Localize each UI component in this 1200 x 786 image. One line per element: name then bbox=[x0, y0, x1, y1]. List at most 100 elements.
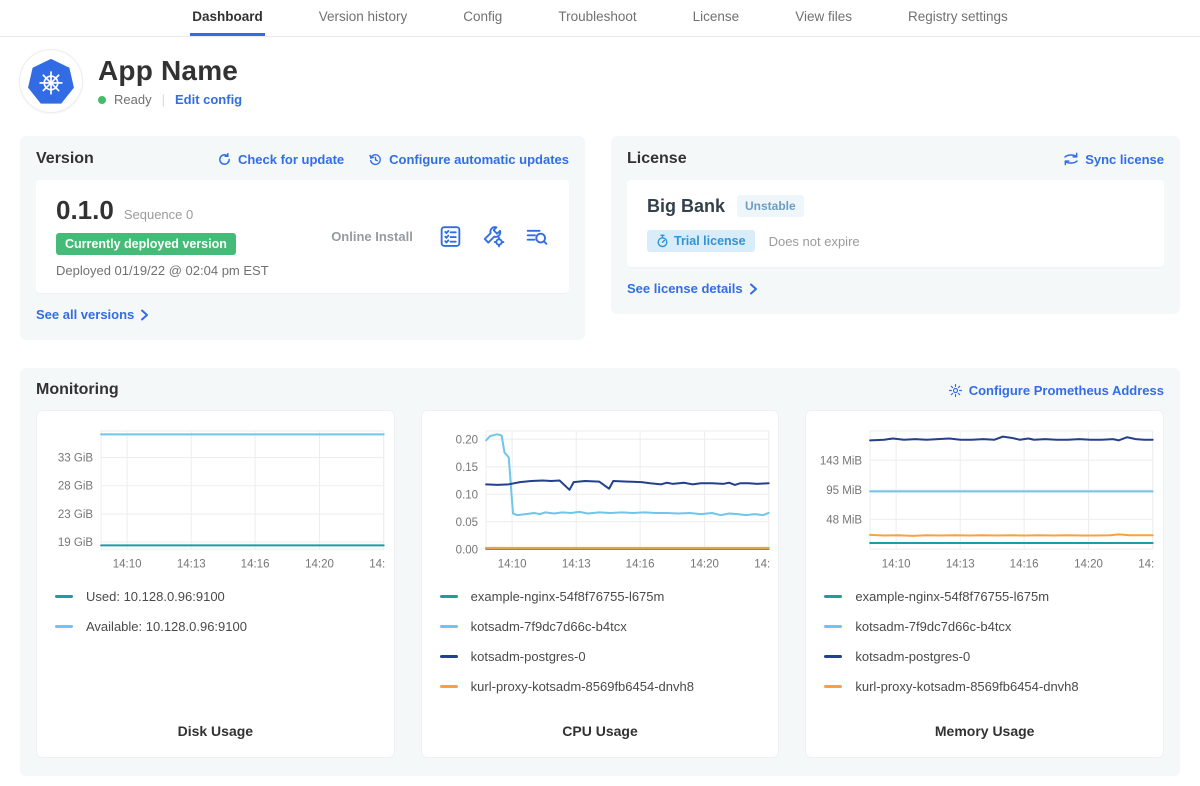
channel-badge: Unstable bbox=[737, 195, 804, 217]
license-details-card: Big Bank Unstable Trial license Does not… bbox=[627, 180, 1164, 267]
legend-dash-icon bbox=[55, 595, 73, 598]
legend-label: example-nginx-54f8f76755-l675m bbox=[471, 589, 665, 604]
page-title: App Name bbox=[98, 55, 242, 87]
kubernetes-logo-icon bbox=[20, 50, 82, 112]
svg-text:19 GiB: 19 GiB bbox=[58, 537, 94, 549]
current-version-card: 0.1.0 Sequence 0 Currently deployed vers… bbox=[36, 180, 569, 293]
tab-registry-settings[interactable]: Registry settings bbox=[906, 0, 1010, 36]
svg-text:14:13: 14:13 bbox=[562, 558, 591, 570]
config-wrench-icon[interactable] bbox=[481, 224, 506, 249]
legend-label: kotsadm-postgres-0 bbox=[855, 649, 970, 664]
legend-item: kotsadm-7f9dc7d66c-b4tcx bbox=[824, 619, 1145, 634]
svg-text:0.15: 0.15 bbox=[455, 462, 477, 474]
version-card: Version Check for update Configure autom… bbox=[20, 136, 585, 340]
svg-text:14:23: 14:23 bbox=[369, 558, 385, 570]
svg-text:14:10: 14:10 bbox=[113, 558, 142, 570]
top-navigation: Dashboard Version history Config Trouble… bbox=[0, 0, 1200, 37]
see-all-versions-link[interactable]: See all versions bbox=[36, 307, 149, 322]
svg-text:33 GiB: 33 GiB bbox=[58, 453, 94, 465]
tab-view-files[interactable]: View files bbox=[793, 0, 854, 36]
edit-config-link[interactable]: Edit config bbox=[175, 92, 242, 107]
view-diff-icon[interactable] bbox=[524, 224, 549, 249]
legend-label: kotsadm-7f9dc7d66c-b4tcx bbox=[471, 619, 627, 634]
chevron-right-icon bbox=[749, 283, 758, 295]
legend-label: kotsadm-7f9dc7d66c-b4tcx bbox=[855, 619, 1011, 634]
sync-icon bbox=[1063, 152, 1079, 166]
divider: | bbox=[162, 92, 165, 107]
svg-text:14:16: 14:16 bbox=[625, 558, 654, 570]
stopwatch-icon bbox=[656, 234, 669, 248]
tab-version-history[interactable]: Version history bbox=[317, 0, 410, 36]
sync-license-link[interactable]: Sync license bbox=[1063, 152, 1164, 167]
legend-dash-icon bbox=[440, 685, 458, 688]
svg-text:14:10: 14:10 bbox=[497, 558, 526, 570]
svg-text:0.20: 0.20 bbox=[455, 434, 477, 446]
legend-dash-icon bbox=[824, 685, 842, 688]
tab-dashboard[interactable]: Dashboard bbox=[190, 0, 265, 36]
disk-usage-chart-card: 19 GiB23 GiB28 GiB33 GiB14:1014:1314:161… bbox=[36, 410, 395, 758]
legend-item: kotsadm-postgres-0 bbox=[440, 649, 761, 664]
see-license-details-link[interactable]: See license details bbox=[627, 281, 758, 296]
legend-dash-icon bbox=[824, 595, 842, 598]
legend-dash-icon bbox=[824, 655, 842, 658]
chart-title: Memory Usage bbox=[814, 709, 1155, 745]
legend-label: kurl-proxy-kotsadm-8569fb6454-dnvh8 bbox=[855, 679, 1078, 694]
legend-dash-icon bbox=[440, 595, 458, 598]
install-type-label: Online Install bbox=[306, 229, 438, 244]
legend-item: kurl-proxy-kotsadm-8569fb6454-dnvh8 bbox=[440, 679, 761, 694]
svg-text:14:23: 14:23 bbox=[754, 558, 770, 570]
cards-row: Version Check for update Configure autom… bbox=[0, 136, 1200, 340]
legend-dash-icon bbox=[440, 625, 458, 628]
version-number: 0.1.0 bbox=[56, 195, 114, 226]
license-expiry: Does not expire bbox=[769, 234, 860, 249]
legend-dash-icon bbox=[440, 655, 458, 658]
svg-text:0.05: 0.05 bbox=[455, 517, 477, 529]
legend-dash-icon bbox=[55, 625, 73, 628]
tab-license[interactable]: License bbox=[691, 0, 742, 36]
legend-item: kotsadm-7f9dc7d66c-b4tcx bbox=[440, 619, 761, 634]
tab-config[interactable]: Config bbox=[461, 0, 504, 36]
chart-title: Disk Usage bbox=[45, 709, 386, 745]
customer-name: Big Bank bbox=[647, 196, 725, 217]
legend-label: example-nginx-54f8f76755-l675m bbox=[855, 589, 1049, 604]
legend-label: Available: 10.128.0.96:9100 bbox=[86, 619, 247, 634]
svg-text:95 MiB: 95 MiB bbox=[827, 485, 863, 497]
disk-usage-chart: 19 GiB23 GiB28 GiB33 GiB14:1014:1314:161… bbox=[45, 423, 386, 575]
legend-item: example-nginx-54f8f76755-l675m bbox=[440, 589, 761, 604]
svg-text:0.10: 0.10 bbox=[455, 489, 477, 501]
deployed-status-badge: Currently deployed version bbox=[56, 233, 236, 255]
legend-item: kurl-proxy-kotsadm-8569fb6454-dnvh8 bbox=[824, 679, 1145, 694]
svg-text:0.00: 0.00 bbox=[455, 544, 477, 556]
gear-icon bbox=[948, 383, 963, 398]
svg-text:14:20: 14:20 bbox=[690, 558, 719, 570]
svg-text:23 GiB: 23 GiB bbox=[58, 509, 94, 521]
chevron-right-icon bbox=[140, 309, 149, 321]
sequence-label: Sequence 0 bbox=[124, 207, 193, 222]
kots-admin-dashboard: Dashboard Version history Config Trouble… bbox=[0, 0, 1200, 776]
svg-text:14:16: 14:16 bbox=[1010, 558, 1039, 570]
preflight-checks-icon[interactable] bbox=[438, 224, 463, 249]
legend-label: kotsadm-postgres-0 bbox=[471, 649, 586, 664]
svg-text:14:10: 14:10 bbox=[882, 558, 911, 570]
svg-text:28 GiB: 28 GiB bbox=[58, 481, 94, 493]
configure-prometheus-link[interactable]: Configure Prometheus Address bbox=[948, 383, 1164, 398]
license-card: License Sync license Big Bank Unstable T… bbox=[611, 136, 1180, 314]
check-for-update-link[interactable]: Check for update bbox=[217, 152, 344, 167]
license-type-badge: Trial license bbox=[647, 230, 755, 252]
clock-refresh-icon bbox=[368, 152, 383, 167]
svg-text:14:20: 14:20 bbox=[1074, 558, 1103, 570]
svg-text:48 MiB: 48 MiB bbox=[827, 514, 863, 526]
cpu-usage-chart: 0.00 0.05 0.10 0.15 0.20 14:10 14:13 14:16 14:20… bbox=[430, 423, 771, 575]
chart-title: CPU Usage bbox=[430, 709, 771, 745]
charts-row: 19 GiB 23 GiB 28 GiB 33 GiB 14:10 14:13 14:16 1… bbox=[36, 410, 1164, 758]
memory-usage-legend: example-nginx-54f8f76755-l675m kotsadm-7f… bbox=[824, 589, 1145, 709]
memory-usage-chart-card: 48 MiB95 MiB143 MiB14:1014:1314:1614:201… bbox=[805, 410, 1164, 758]
tab-troubleshoot[interactable]: Troubleshoot bbox=[556, 0, 638, 36]
svg-text:14:20: 14:20 bbox=[305, 558, 334, 570]
license-card-title: License bbox=[627, 150, 687, 168]
configure-automatic-updates-link[interactable]: Configure automatic updates bbox=[368, 152, 569, 167]
monitoring-section: Monitoring Configure Prometheus Address … bbox=[20, 368, 1180, 776]
legend-item: Available: 10.128.0.96:9100 bbox=[55, 619, 376, 634]
refresh-icon bbox=[217, 152, 232, 167]
svg-text:143 MiB: 143 MiB bbox=[820, 455, 863, 467]
